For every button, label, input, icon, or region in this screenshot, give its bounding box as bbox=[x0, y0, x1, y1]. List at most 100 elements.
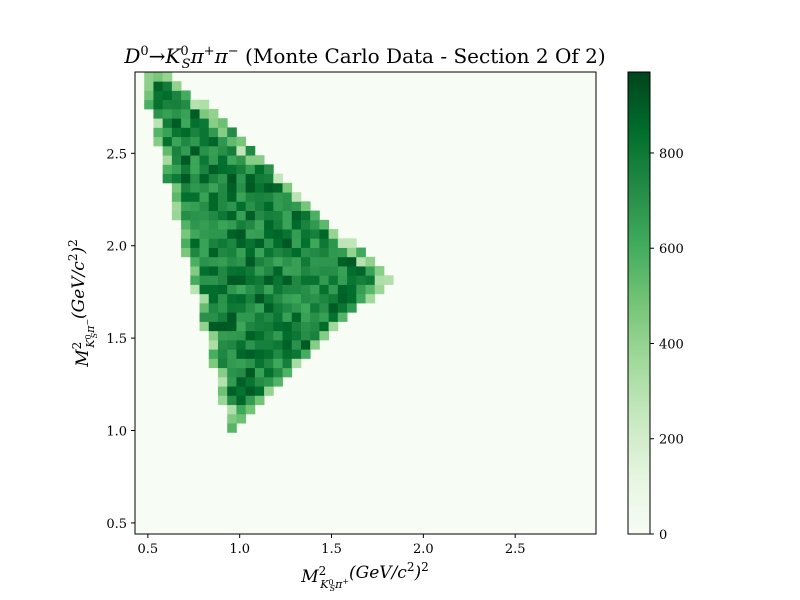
heatmap-cell bbox=[254, 201, 265, 211]
heatmap-cell bbox=[236, 219, 247, 230]
heatmap-cell bbox=[300, 303, 311, 313]
heatmap-cell bbox=[236, 330, 247, 341]
heatmap-cell bbox=[190, 266, 200, 276]
y-tick-label: 1.0 bbox=[106, 425, 127, 440]
heatmap-cell bbox=[208, 349, 219, 359]
heatmap-cell bbox=[208, 219, 219, 230]
heatmap-cell bbox=[162, 99, 173, 110]
heatmap-cell bbox=[245, 238, 256, 248]
heatmap-cell bbox=[227, 303, 237, 313]
heatmap-cell bbox=[337, 247, 348, 258]
heatmap-cell bbox=[254, 256, 265, 267]
heatmap-cell bbox=[273, 349, 283, 359]
heatmap-cell bbox=[236, 395, 247, 406]
heatmap-cell bbox=[227, 219, 237, 230]
heatmap-cell bbox=[190, 127, 200, 138]
heatmap-cell bbox=[319, 219, 330, 230]
heatmap-cell bbox=[217, 358, 228, 369]
heatmap-cell bbox=[273, 358, 283, 369]
heatmap-cell bbox=[227, 358, 237, 369]
heatmap-cell bbox=[254, 192, 265, 202]
heatmap-cell bbox=[227, 192, 237, 202]
heatmap-cell bbox=[264, 182, 274, 193]
heatmap-cell bbox=[337, 275, 348, 285]
heatmap-cell bbox=[347, 303, 357, 313]
heatmap-cell bbox=[199, 173, 210, 184]
heatmap-cell bbox=[337, 238, 348, 248]
y-axis-label: M2K0Sπ−(GeV/c2)2 bbox=[66, 239, 99, 368]
heatmap-cell bbox=[245, 321, 256, 332]
heatmap-cell bbox=[328, 312, 339, 322]
heatmap-cell bbox=[208, 358, 219, 369]
heatmap-cell bbox=[236, 155, 247, 165]
colorbar-tick-label: 200 bbox=[659, 433, 684, 448]
heatmap-cell bbox=[273, 210, 283, 221]
heatmap-cell bbox=[328, 321, 339, 332]
heatmap-cell bbox=[217, 275, 228, 285]
heatmap-cell bbox=[264, 330, 274, 341]
heatmap-cell bbox=[217, 284, 228, 295]
heatmap-cell bbox=[282, 192, 293, 202]
heatmap-cell bbox=[217, 339, 228, 350]
heatmap-cell bbox=[208, 229, 219, 239]
heatmap-cell bbox=[227, 136, 237, 147]
heatmap-cell bbox=[171, 118, 182, 128]
heatmap-cell bbox=[273, 201, 283, 211]
heatmap-cell bbox=[190, 192, 200, 202]
heatmap-cell bbox=[347, 293, 357, 304]
x-tick-label: 1.0 bbox=[229, 542, 250, 557]
heatmap-cell bbox=[282, 349, 293, 359]
heatmap-cell bbox=[227, 164, 237, 175]
heatmap-cell bbox=[217, 367, 228, 378]
heatmap-cell bbox=[356, 284, 366, 295]
heatmap-cell bbox=[254, 367, 265, 378]
heatmap-cell bbox=[199, 108, 210, 119]
heatmap-cell bbox=[236, 238, 247, 248]
plot-frame bbox=[134, 71, 597, 535]
heatmap-cell bbox=[264, 358, 274, 369]
heatmap-cell bbox=[264, 219, 274, 230]
heatmap-cell bbox=[282, 321, 293, 332]
heatmap-cell bbox=[217, 127, 228, 138]
heatmap-cell bbox=[282, 312, 293, 322]
heatmap-cell bbox=[190, 229, 200, 239]
heatmap-cell bbox=[291, 266, 302, 276]
heatmap-cell bbox=[264, 386, 274, 396]
heatmap-cell bbox=[282, 284, 293, 295]
heatmap-cell bbox=[264, 238, 274, 248]
heatmap-cell bbox=[199, 312, 210, 322]
heatmap-cell bbox=[199, 118, 210, 128]
heatmap-cell bbox=[227, 376, 237, 387]
heatmap-cell bbox=[291, 330, 302, 341]
heatmap-cell bbox=[144, 81, 154, 91]
heatmap-cell bbox=[356, 275, 366, 285]
heatmap-cell bbox=[264, 210, 274, 221]
heatmap-cell bbox=[171, 127, 182, 138]
heatmap-cell bbox=[254, 284, 265, 295]
heatmap-cell bbox=[227, 367, 237, 378]
heatmap-cell bbox=[291, 256, 302, 267]
heatmap-cell bbox=[282, 339, 293, 350]
heatmap-cell bbox=[208, 145, 219, 156]
heatmap-cell bbox=[171, 99, 182, 110]
chart-title: D0→K0 Sπ+π− (Monte Carlo Data - Section 2… bbox=[123, 44, 605, 72]
heatmap-cell bbox=[217, 330, 228, 341]
heatmap-cell bbox=[254, 266, 265, 276]
heatmap-cell bbox=[171, 182, 182, 193]
heatmap-cell bbox=[282, 266, 293, 276]
heatmap-cell bbox=[264, 247, 274, 258]
heatmap-cell bbox=[199, 219, 210, 230]
heatmap-cell bbox=[264, 349, 274, 359]
colorbar-tick-label: 600 bbox=[659, 242, 684, 257]
heatmap-cell bbox=[310, 303, 320, 313]
heatmap-cell bbox=[162, 127, 173, 138]
heatmap-cell bbox=[199, 99, 210, 110]
heatmap-cell bbox=[310, 229, 320, 239]
heatmap-cell bbox=[374, 266, 385, 276]
colorbar-ticks: 0 200 400 600 800 bbox=[650, 147, 684, 543]
heatmap-cell bbox=[227, 266, 237, 276]
heatmap-cell bbox=[347, 238, 357, 248]
heatmap-cell bbox=[217, 229, 228, 239]
heatmap-cell bbox=[254, 376, 265, 387]
heatmap-cell bbox=[282, 219, 293, 230]
